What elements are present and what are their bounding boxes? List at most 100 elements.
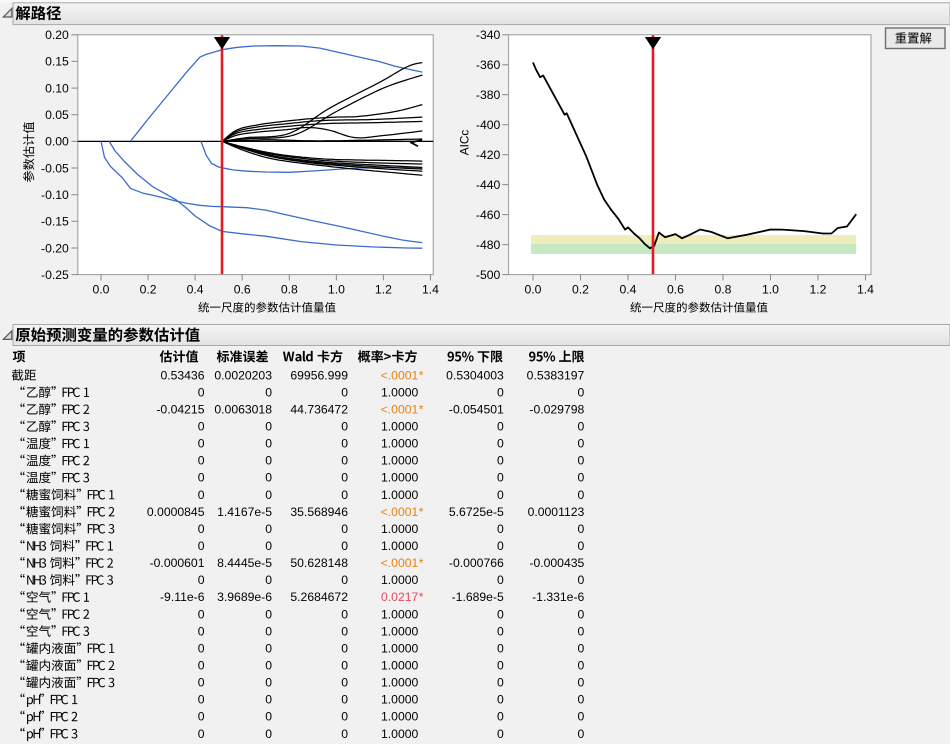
svg-text:-0.000601: -0.000601 — [150, 556, 205, 570]
svg-text:44.736472: 44.736472 — [290, 402, 348, 416]
svg-text:1.0000: 1.0000 — [381, 693, 418, 707]
svg-text:0: 0 — [198, 385, 205, 399]
svg-text:35.568946: 35.568946 — [290, 505, 348, 519]
svg-text:0: 0 — [341, 488, 348, 502]
svg-text:0: 0 — [578, 607, 585, 621]
svg-text:0: 0 — [198, 693, 205, 707]
svg-text:0: 0 — [198, 710, 205, 724]
svg-text:-340: -340 — [476, 28, 501, 42]
svg-text:0: 0 — [497, 471, 504, 485]
svg-text:0.05: 0.05 — [45, 108, 69, 122]
svg-text:-380: -380 — [476, 88, 501, 102]
svg-text:0: 0 — [578, 676, 585, 690]
svg-text:0: 0 — [265, 420, 272, 434]
svg-text:-420: -420 — [476, 148, 501, 162]
svg-text:1.2: 1.2 — [375, 282, 392, 296]
svg-text:1.0000: 1.0000 — [381, 573, 418, 587]
svg-text:0.15: 0.15 — [45, 55, 69, 69]
svg-text:0.20: 0.20 — [45, 28, 69, 42]
svg-text:*: * — [419, 368, 424, 382]
svg-text:0: 0 — [497, 659, 504, 673]
svg-text:0: 0 — [578, 710, 585, 724]
svg-text:-0.25: -0.25 — [41, 268, 69, 282]
svg-text:0: 0 — [497, 641, 504, 655]
svg-text:0: 0 — [198, 659, 205, 673]
svg-text:0: 0 — [497, 522, 504, 536]
svg-text:0: 0 — [578, 539, 585, 553]
svg-text:0: 0 — [497, 385, 504, 399]
svg-text:<.0001: <.0001 — [381, 505, 419, 519]
svg-text:1.0000: 1.0000 — [381, 437, 418, 451]
svg-text:0: 0 — [198, 727, 205, 741]
svg-text:0: 0 — [198, 522, 205, 536]
svg-text:0: 0 — [497, 488, 504, 502]
svg-text:0: 0 — [497, 624, 504, 638]
svg-text:0: 0 — [198, 573, 205, 587]
svg-text:0: 0 — [341, 727, 348, 741]
svg-text:1.0000: 1.0000 — [381, 624, 418, 638]
svg-text:0: 0 — [497, 437, 504, 451]
svg-text:0: 0 — [198, 641, 205, 655]
svg-text:0: 0 — [578, 471, 585, 485]
svg-text:0: 0 — [198, 624, 205, 638]
svg-text:0.0020203: 0.0020203 — [214, 368, 272, 382]
svg-text:1.4: 1.4 — [857, 282, 874, 296]
svg-text:5.2684672: 5.2684672 — [290, 590, 348, 604]
svg-text:0: 0 — [265, 607, 272, 621]
svg-text:0: 0 — [265, 454, 272, 468]
svg-text:0: 0 — [497, 710, 504, 724]
svg-text:-460: -460 — [476, 208, 501, 222]
svg-text:0: 0 — [198, 437, 205, 451]
svg-text:0: 0 — [497, 607, 504, 621]
svg-text:0: 0 — [265, 659, 272, 673]
svg-text:0.0001123: 0.0001123 — [528, 505, 585, 519]
svg-text:0: 0 — [265, 437, 272, 451]
svg-text:1.4167e-5: 1.4167e-5 — [217, 505, 272, 519]
svg-text:0: 0 — [341, 659, 348, 673]
svg-text:0: 0 — [341, 522, 348, 536]
svg-text:1.0000: 1.0000 — [381, 522, 418, 536]
svg-text:0: 0 — [578, 727, 585, 741]
svg-text:1.0000: 1.0000 — [381, 710, 418, 724]
svg-text:1.0000: 1.0000 — [381, 676, 418, 690]
svg-text:0.00: 0.00 — [45, 135, 69, 149]
svg-text:3.9689e-6: 3.9689e-6 — [217, 590, 272, 604]
svg-text:0: 0 — [341, 539, 348, 553]
svg-text:-360: -360 — [476, 58, 501, 72]
svg-text:1.0: 1.0 — [762, 282, 779, 296]
svg-text:0: 0 — [497, 420, 504, 434]
svg-text:-0.10: -0.10 — [41, 188, 69, 202]
svg-text:0: 0 — [497, 573, 504, 587]
svg-text:0: 0 — [578, 659, 585, 673]
svg-text:-0.20: -0.20 — [41, 241, 69, 255]
svg-text:0: 0 — [497, 727, 504, 741]
svg-text:<.0001: <.0001 — [381, 556, 419, 570]
svg-text:0: 0 — [497, 676, 504, 690]
svg-text:1.0000: 1.0000 — [381, 488, 418, 502]
svg-text:0: 0 — [265, 710, 272, 724]
svg-text:0.0217: 0.0217 — [381, 590, 418, 604]
svg-text:0: 0 — [578, 420, 585, 434]
svg-text:1.0000: 1.0000 — [381, 607, 418, 621]
svg-text:0: 0 — [265, 624, 272, 638]
svg-text:0: 0 — [341, 573, 348, 587]
svg-text:0: 0 — [578, 437, 585, 451]
svg-text:0: 0 — [341, 624, 348, 638]
svg-text:-0.000766: -0.000766 — [449, 556, 504, 570]
svg-text:0.4: 0.4 — [187, 282, 204, 296]
svg-text:*: * — [419, 505, 424, 519]
svg-text:1.4: 1.4 — [422, 282, 439, 296]
svg-text:0.6: 0.6 — [234, 282, 251, 296]
svg-text:0: 0 — [265, 727, 272, 741]
svg-text:0.5304003: 0.5304003 — [446, 368, 504, 382]
svg-text:0: 0 — [341, 641, 348, 655]
svg-text:0: 0 — [578, 454, 585, 468]
svg-text:0: 0 — [198, 471, 205, 485]
svg-text:0: 0 — [265, 573, 272, 587]
svg-text:0: 0 — [578, 573, 585, 587]
svg-text:0: 0 — [578, 522, 585, 536]
svg-text:0: 0 — [265, 385, 272, 399]
svg-text:0: 0 — [497, 693, 504, 707]
svg-text:0.8: 0.8 — [281, 282, 298, 296]
svg-text:0: 0 — [265, 471, 272, 485]
